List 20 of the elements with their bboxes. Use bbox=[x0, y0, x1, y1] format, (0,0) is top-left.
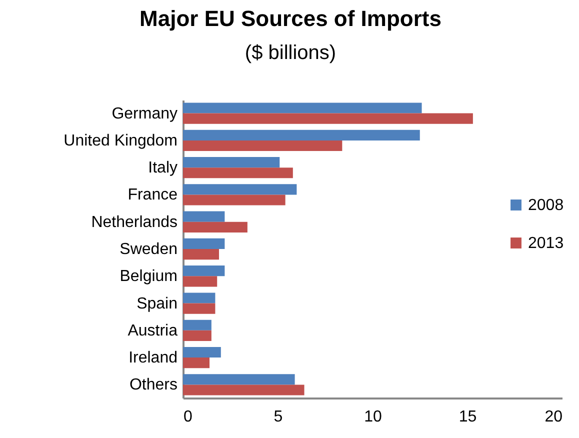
y-tick-label: United Kingdom bbox=[64, 132, 178, 150]
y-tick-label: Italy bbox=[148, 160, 178, 177]
x-tick-label: 10 bbox=[364, 408, 382, 426]
y-tick-label: Others bbox=[129, 376, 178, 394]
x-tick-label: 20 bbox=[544, 408, 563, 426]
y-tick-label: Germany bbox=[112, 105, 178, 122]
x-tick-label: 5 bbox=[274, 408, 283, 426]
legend-label: 2013 bbox=[528, 235, 564, 252]
x-tick-label: 0 bbox=[184, 408, 192, 426]
y-tick-label: Netherlands bbox=[91, 214, 178, 231]
y-tick-label: France bbox=[128, 186, 178, 204]
y-tick-label: Austria bbox=[128, 322, 178, 340]
y-tick-label: Ireland bbox=[128, 350, 178, 367]
y-tick-label: Spain bbox=[136, 295, 178, 312]
chart-subtitle: ($ billions) bbox=[244, 42, 336, 64]
legend-label: 2008 bbox=[528, 197, 564, 214]
y-tick-label: Belgium bbox=[120, 268, 178, 286]
chart-title: Major EU Sources of Imports bbox=[140, 6, 442, 31]
y-tick-label: Sweden bbox=[120, 241, 178, 258]
x-tick-label: 15 bbox=[458, 408, 477, 426]
